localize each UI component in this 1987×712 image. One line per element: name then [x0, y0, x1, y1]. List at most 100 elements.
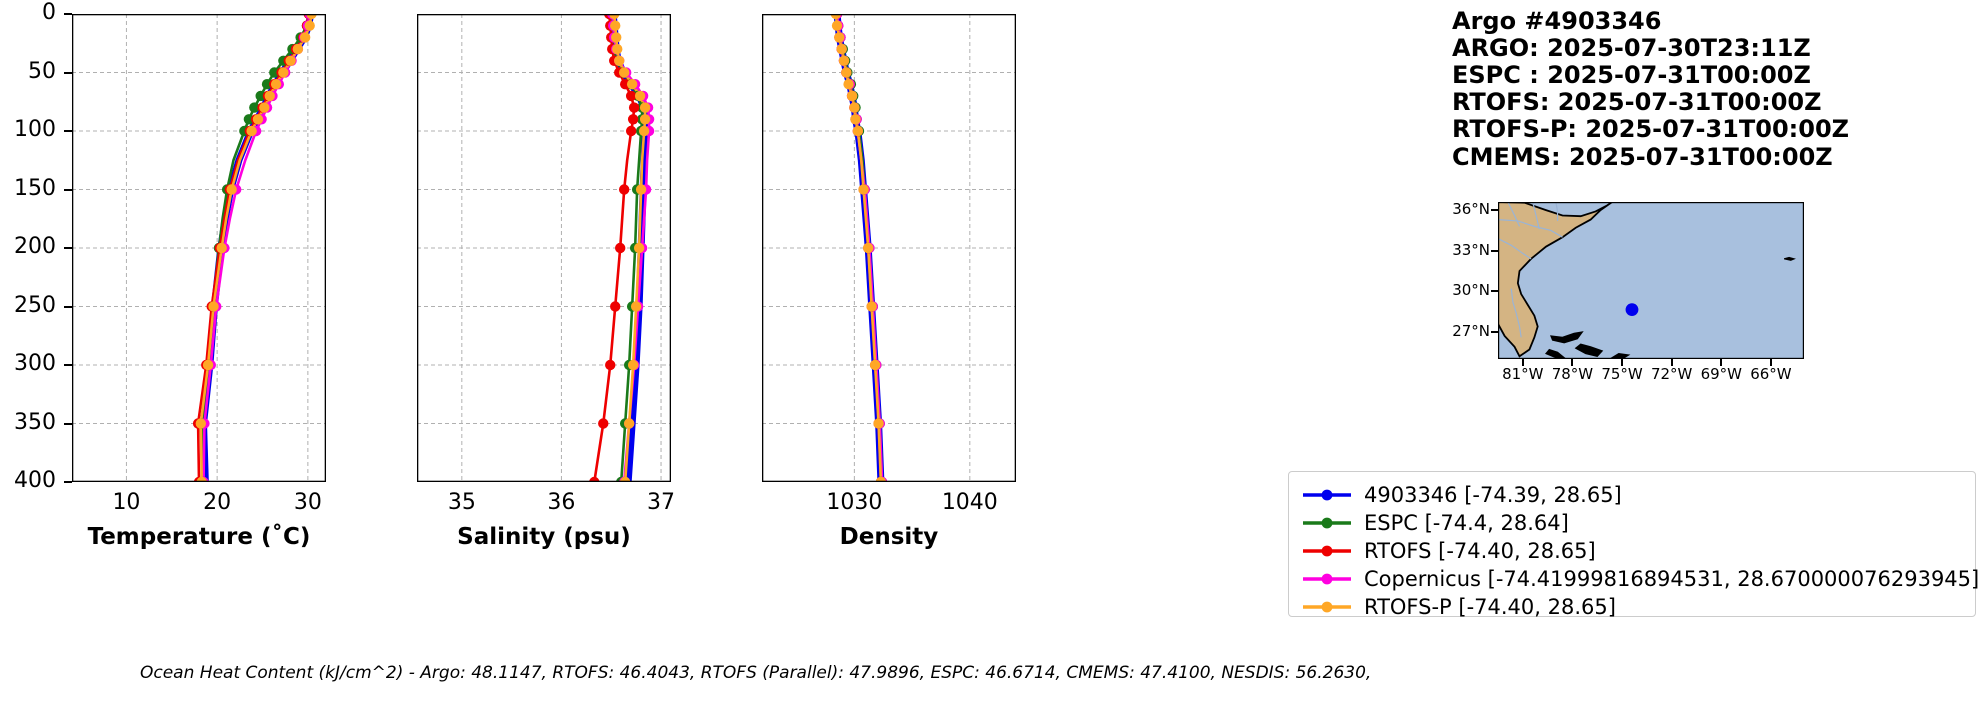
series-marker-rtofs_p — [863, 242, 874, 254]
map-lon-tick-mark — [1670, 359, 1673, 366]
depth-tick-label: 150 — [14, 175, 56, 201]
depth-tick-label: 50 — [28, 58, 56, 84]
legend-row[interactable]: RTOFS-P [-74.40, 28.65] — [1301, 594, 1963, 620]
map-internal-line-3 — [1532, 202, 1540, 230]
salinity-profile-panel: 35 36 37 Salinity (psu) — [416, 8, 675, 550]
map-lon-tick-label: 72°W — [1650, 365, 1693, 383]
series-marker-rtofs_p — [843, 79, 854, 90]
map-internal-line-5 — [1510, 288, 1522, 338]
series-marker-rtofs — [625, 125, 637, 137]
series-marker-rtofs_p — [846, 90, 858, 102]
island-4 — [1783, 256, 1796, 261]
series-marker-rtofs_p — [634, 90, 646, 102]
series-marker-rtofs — [625, 90, 637, 102]
x-tick-label: 37 — [647, 490, 676, 515]
map-svg — [1498, 202, 1804, 359]
map-lon-tick-label: 69°W — [1700, 365, 1742, 383]
series-marker-espc — [243, 114, 255, 125]
header-line-3: RTOFS: 2025-07-31T00:00Z — [1452, 88, 1822, 117]
map-lat-tick-label: 33°N — [1452, 240, 1490, 259]
series-marker-rtofs_p — [831, 20, 843, 31]
series-marker-rtofs_p — [836, 43, 847, 55]
series-marker-rtofs_p — [838, 55, 850, 66]
island-1 — [1574, 343, 1604, 357]
series-marker-rtofs_p — [208, 301, 219, 312]
series-marker-rtofs_p — [639, 102, 651, 113]
legend-label: 4903346 [-74.39, 28.65] — [1364, 483, 1622, 507]
depth-tick-mark — [64, 247, 72, 249]
depth-tick-mark — [64, 71, 72, 74]
series-marker-rtofs — [610, 301, 621, 312]
series-marker-rtofs — [628, 102, 640, 113]
legend-swatch-rtofs_p — [1301, 597, 1353, 617]
series-marker-rtofs_p — [852, 125, 864, 137]
depth-tick-label: 0 — [42, 0, 56, 25]
series-marker-rtofs_p — [635, 184, 647, 195]
series-marker-espc — [269, 67, 280, 78]
series-marker-rtofs_p — [610, 20, 621, 31]
header-line-2: ESPC : 2025-07-31T00:00Z — [1452, 61, 1811, 90]
series-marker-rtofs_p — [627, 359, 639, 371]
x-tick-label: 1040 — [941, 490, 998, 515]
map-internal-line-4 — [1555, 202, 1559, 221]
legend: 4903346 [-74.39, 28.65] ESPC [-74.4, 28.6… — [1288, 471, 1979, 620]
map-lat-tick-mark — [1491, 290, 1498, 293]
depth-tick-label: 400 — [14, 468, 56, 493]
legend-label: ESPC [-74.4, 28.64] — [1364, 511, 1569, 535]
legend-row[interactable]: ESPC [-74.4, 28.64] — [1301, 510, 1963, 536]
map-lon-tick-mark — [1621, 359, 1624, 366]
series-marker-rtofs_p — [623, 418, 635, 429]
map-lat-tick-mark — [1491, 330, 1498, 333]
series-marker-espc — [255, 90, 266, 102]
header-line-0: Argo #4903346 — [1452, 7, 1662, 35]
legend-swatch-espc — [1301, 513, 1353, 533]
legend-swatch-rtofs — [1301, 541, 1353, 561]
series-marker-rtofs_p — [633, 242, 645, 254]
map-lon-tick-label: 75°W — [1601, 365, 1643, 383]
x-tick-label: 20 — [203, 490, 232, 515]
depth-tick-mark — [64, 481, 72, 483]
x-axis-title: Salinity (psu) — [457, 524, 631, 550]
series-marker-rtofs_p — [866, 301, 877, 312]
series-marker-rtofs — [598, 418, 609, 429]
series-marker-rtofs_p — [834, 32, 845, 43]
series-marker-rtofs_p — [304, 20, 315, 31]
series-marker-rtofs_p — [292, 43, 304, 55]
ocean-heat-content-caption: Ocean Heat Content (kJ/cm^2) - Argo: 48.… — [140, 663, 1372, 683]
series-marker-rtofs_p — [252, 114, 264, 125]
series-marker-rtofs — [618, 184, 630, 195]
x-tick-label: 35 — [447, 490, 476, 515]
header-line-5: CMEMS: 2025-07-31T00:00Z — [1452, 142, 1833, 171]
depth-tick-label: 300 — [14, 351, 56, 376]
series-marker-rtofs_p — [226, 184, 237, 195]
series-marker-rtofs — [615, 242, 626, 254]
series-marker-espc — [261, 79, 273, 90]
map-lon-tick-label: 78°W — [1551, 365, 1594, 383]
series-marker-rtofs_p — [869, 359, 881, 371]
map-lon-tick-label: 81°W — [1502, 365, 1544, 383]
legend-row[interactable]: Copernicus [-74.41999816894531, 28.67000… — [1301, 566, 1979, 592]
plot-area — [416, 8, 672, 488]
island-2 — [1544, 348, 1567, 359]
series-marker-rtofs_p — [264, 90, 275, 102]
map-internal-line-1 — [1498, 238, 1532, 260]
series-marker-rtofs_p — [270, 79, 282, 90]
legend-row[interactable]: 4903346 [-74.39, 28.65] — [1301, 482, 1963, 508]
series-marker-rtofs_p — [299, 32, 311, 43]
header-line-4: RTOFS-P: 2025-07-31T00:00Z — [1452, 115, 1850, 144]
series-marker-rtofs_p — [850, 114, 861, 125]
map-lon-tick-mark — [1720, 359, 1723, 366]
series-marker-rtofs_p — [195, 418, 207, 429]
density-profile-panel: 1030 1040 Density — [761, 8, 1017, 550]
plot-area — [71, 8, 327, 488]
series-marker-rtofs — [605, 359, 616, 371]
map-lon-tick-mark — [1521, 359, 1524, 366]
map-lon-tick-label: 66°W — [1750, 365, 1792, 383]
series-marker-rtofs_p — [618, 67, 630, 78]
depth-tick-mark — [64, 422, 72, 425]
metadata-header: Argo #4903346 ARGO: 2025-07-30T23:11Z ESPC… — [1452, 7, 1850, 171]
series-marker-rtofs_p — [841, 67, 852, 78]
legend-row[interactable]: RTOFS [-74.40, 28.65] — [1301, 538, 1963, 564]
x-axis-title: Density — [839, 524, 939, 550]
axis-frame — [761, 13, 1017, 483]
